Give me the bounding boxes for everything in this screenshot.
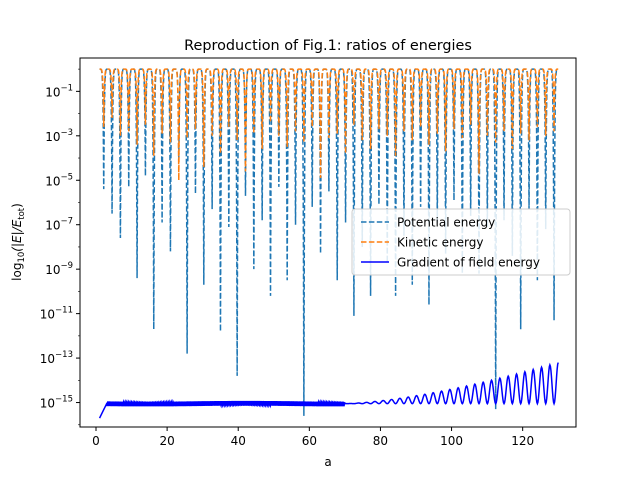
x-axis: 0 20 40 60 80 100 120 <box>92 427 534 448</box>
y-axis: 10−1 10−3 10−5 10−7 10−9 10−11 10−13 10−15 <box>40 68 80 426</box>
chart-title: Reproduction of Fig.1: ratios of energie… <box>184 38 472 54</box>
y-tick-label: 10−15 <box>40 395 73 411</box>
x-axis-label: a <box>324 455 331 469</box>
y-axis-label: log10(|E|/Etot) <box>10 203 27 281</box>
series-gradient-field-energy <box>98 362 559 419</box>
legend-gradient-field-energy-label: Gradient of field energy <box>397 256 540 270</box>
y-tick-label: 10−9 <box>45 261 73 277</box>
x-tick-label: 80 <box>373 434 388 448</box>
y-tick-label: 10−1 <box>45 83 73 99</box>
legend-kinetic-energy-label: Kinetic energy <box>397 236 483 250</box>
series-layer <box>98 68 559 419</box>
y-tick-label: 10−11 <box>40 306 73 322</box>
x-tick-label: 60 <box>302 434 317 448</box>
x-tick-label: 20 <box>159 434 174 448</box>
legend: Potential energy Kinetic energy Gradient o… <box>351 208 571 276</box>
axes-frame <box>79 57 577 428</box>
y-tick-label: 10−13 <box>40 350 73 366</box>
y-tick-label: 10−5 <box>45 172 73 188</box>
legend-box <box>351 208 571 276</box>
y-tick-label: 10−3 <box>45 128 73 144</box>
x-tick-label: 0 <box>92 434 100 448</box>
legend-potential-energy-label: Potential energy <box>397 216 495 230</box>
series-kinetic-energy <box>99 68 559 181</box>
x-tick-label: 40 <box>231 434 246 448</box>
x-tick-label: 120 <box>511 434 534 448</box>
x-tick-label: 100 <box>440 434 463 448</box>
y-tick-label: 10−7 <box>45 217 73 233</box>
